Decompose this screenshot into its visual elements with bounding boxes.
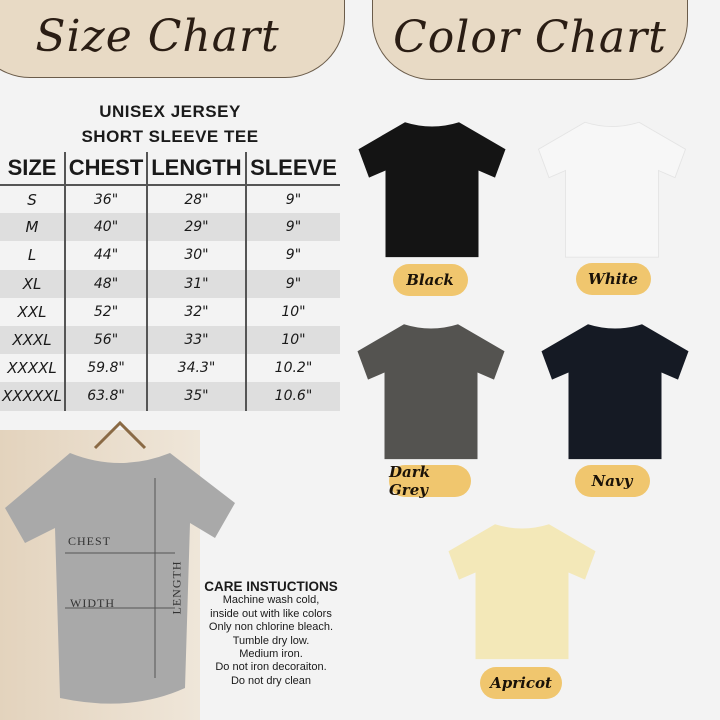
care-line: Tumble dry low. [232, 634, 310, 647]
table-cell: 29" [145, 213, 246, 242]
table-cell: 35" [145, 382, 246, 411]
table-cell: XXXXXL [0, 382, 66, 411]
table-cell: 56" [64, 325, 147, 355]
table-cell: 33" [145, 325, 246, 355]
table-cell: 48" [64, 269, 147, 298]
hanger-icon [93, 420, 147, 450]
color-label: Apricot [480, 667, 562, 699]
table-row: XXXL 56" 33" 10" [0, 325, 340, 355]
column-header: CHEST [64, 152, 147, 186]
table-cell: 9" [244, 213, 340, 242]
table-row: XXXXXL 63.8" 35" 10.6" [0, 382, 340, 411]
color-label: White [575, 263, 651, 295]
table-cell: 10" [244, 297, 340, 326]
table-cell: 36" [64, 185, 147, 214]
table-cell: XXXXL [7, 359, 57, 378]
table-cell: 10.6" [244, 382, 340, 411]
tee-swatch-black[interactable] [357, 118, 507, 260]
table-cell: L [27, 246, 37, 265]
column-header: LENGTH [145, 152, 246, 186]
table-cell: 30" [145, 241, 246, 270]
size-table: SIZE CHEST LENGTH SLEEVE S 36" 28" 9" M 40" 29" 9"… [0, 152, 340, 411]
table-cell: XL [0, 269, 66, 298]
table-cell: 9" [244, 185, 340, 214]
care-line: Machine wash cold, [222, 594, 320, 607]
table-cell: 9" [244, 269, 340, 298]
table-cell: 40" [64, 213, 147, 242]
column-header: SLEEVE [244, 152, 340, 186]
table-cell: XXL [17, 302, 47, 321]
table-cell: 31" [145, 269, 246, 298]
product-title-line1: UNISEX JERSEY [99, 102, 241, 121]
tee-swatch-dark-grey[interactable] [356, 320, 506, 462]
table-row: XXXXL 59.8" 34.3" 10.2" [0, 354, 340, 383]
table-cell: 44" [64, 241, 147, 270]
table-row: L 44" 30" 9" [0, 241, 340, 270]
table-row: XL 48" 31" 9" [0, 269, 340, 298]
color-label: Black [392, 264, 468, 296]
table-cell: 10.2" [244, 354, 340, 383]
care-instructions: CARE INSTUCTIONS Machine wash cold, insid… [190, 580, 352, 688]
product-title-line2: SHORT SLEEVE TEE [81, 127, 259, 146]
table-row: S 36" 28" 9" [0, 185, 340, 214]
care-line: Do not dry clean [230, 674, 312, 687]
tee-swatch-navy[interactable] [540, 320, 690, 462]
table-cell: 63.8" [64, 382, 147, 411]
table-cell: 28" [145, 185, 246, 214]
table-cell: 10" [244, 325, 340, 355]
table-cell: 59.8" [64, 354, 147, 383]
care-line: Medium iron. [239, 648, 303, 661]
color-chart-header: Color Chart [372, 0, 688, 80]
table-cell: 52" [64, 297, 147, 326]
care-line: Only non chlorine bleach. [208, 621, 334, 634]
width-label: WIDTH [70, 596, 115, 610]
table-cell: M [0, 213, 66, 242]
care-line: Do not iron decoraiton. [215, 661, 327, 674]
tee-swatch-white[interactable] [537, 118, 687, 260]
table-cell: 34.3" [145, 354, 246, 383]
care-title: CARE INSTUCTIONS [204, 579, 338, 594]
color-label: Dark Grey [389, 463, 471, 499]
table-cell: S [27, 190, 37, 209]
table-row: XXL 52" 32" 10" [0, 297, 340, 326]
chest-label: CHEST [68, 534, 112, 548]
length-label: LENGTH [169, 560, 184, 615]
table-row: M 40" 29" 9" [0, 213, 340, 242]
color-label: Navy [574, 465, 650, 497]
care-line: inside out with like colors [210, 607, 332, 620]
table-cell: XXXL [0, 325, 66, 355]
tee-swatch-apricot[interactable] [447, 520, 597, 662]
table-cell: 32" [145, 297, 246, 326]
size-chart-header: Size Chart [0, 0, 345, 78]
table-cell: 9" [244, 241, 340, 270]
measurement-tee-diagram [5, 420, 235, 704]
column-header: SIZE [0, 152, 66, 186]
